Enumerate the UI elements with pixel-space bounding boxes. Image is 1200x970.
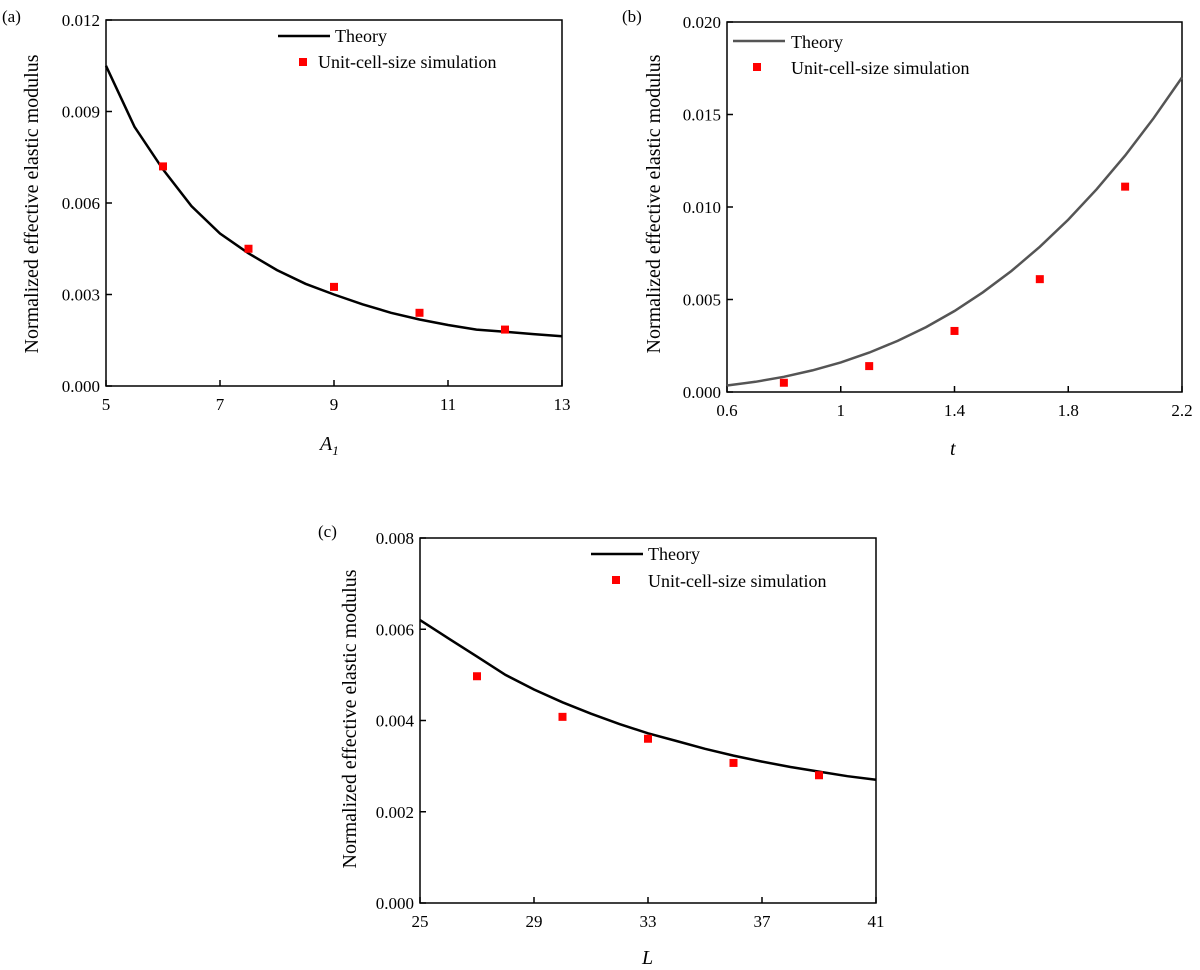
panel-b: (b) Normalized effective elastic modulus… xyxy=(622,7,1193,460)
xticks-c: 25 29 33 37 41 xyxy=(412,897,885,931)
theory-line-c xyxy=(419,619,877,782)
legend-line-label-a: Theory xyxy=(335,26,387,46)
simulation-point xyxy=(473,672,481,681)
simulation-point xyxy=(330,282,338,291)
x-tick-label: 13 xyxy=(554,395,571,414)
x-tick-label: 1.4 xyxy=(944,401,966,420)
y-tick-label: 0.000 xyxy=(683,383,721,402)
xlabel-a: A1 xyxy=(318,433,339,458)
theory-line-b xyxy=(726,76,1184,387)
y-tick-label: 0.015 xyxy=(683,106,721,125)
y-tick-label: 0.000 xyxy=(62,377,100,396)
xticks-b: 0.6 1 1.4 1.8 2.2 xyxy=(716,386,1193,420)
panel-label-a: (a) xyxy=(2,7,21,26)
panel-c: (c) Normalized effective elastic modulus… xyxy=(318,522,885,969)
x-tick-label: 0.6 xyxy=(716,401,737,420)
panel-a: (a) Normalized effective elastic modulus… xyxy=(2,7,571,458)
x-tick-label: 5 xyxy=(102,395,111,414)
y-tick-label: 0.005 xyxy=(683,291,721,310)
x-tick-label: 11 xyxy=(440,395,456,414)
legend-marker-label-c: Unit-cell-size simulation xyxy=(648,571,826,591)
legend-marker-a xyxy=(299,58,307,66)
legend-line-label-c: Theory xyxy=(648,544,700,564)
y-tick-label: 0.006 xyxy=(62,194,100,213)
y-tick-label: 0.008 xyxy=(376,529,414,548)
y-tick-label: 0.020 xyxy=(683,13,721,32)
ylabel-c: Normalized effective elastic modulus xyxy=(339,569,361,868)
x-tick-label: 29 xyxy=(526,912,543,931)
y-tick-label: 0.000 xyxy=(376,894,414,913)
ylabel-b: Normalized effective elastic modulus xyxy=(643,54,665,353)
x-tick-label: 37 xyxy=(754,912,772,931)
x-tick-label: 1.8 xyxy=(1058,401,1079,420)
y-tick-label: 0.006 xyxy=(376,620,414,639)
x-tick-label: 2.2 xyxy=(1171,401,1192,420)
simulation-points-b xyxy=(779,182,1130,387)
simulation-point xyxy=(244,244,253,253)
x-tick-label: 1 xyxy=(837,401,846,420)
y-tick-label: 0.010 xyxy=(683,198,721,217)
yticks-c: 0.000 0.002 0.004 0.006 0.008 xyxy=(376,529,426,913)
x-tick-label: 33 xyxy=(640,912,657,931)
simulation-points-c xyxy=(473,672,823,780)
simulation-point xyxy=(950,326,959,335)
y-tick-label: 0.012 xyxy=(62,11,100,30)
simulation-point xyxy=(415,308,424,317)
legend-marker-c xyxy=(612,576,620,584)
x-tick-label: 25 xyxy=(412,912,429,931)
xlabel-c: L xyxy=(641,947,653,969)
x-tick-label: 7 xyxy=(216,395,225,414)
simulation-point xyxy=(558,712,567,721)
plot-frame-c xyxy=(419,537,877,904)
legend-b: Theory Unit-cell-size simulation xyxy=(733,32,969,78)
xlabel-b: t xyxy=(950,438,956,460)
legend-marker-b xyxy=(753,63,761,71)
legend-marker-label-a: Unit-cell-size simulation xyxy=(318,52,496,72)
ylabel-a: Normalized effective elastic modulus xyxy=(21,54,43,353)
simulation-point xyxy=(779,378,788,387)
panel-label-b: (b) xyxy=(622,7,642,26)
simulation-point xyxy=(865,362,874,371)
y-tick-label: 0.002 xyxy=(376,803,414,822)
y-tick-label: 0.003 xyxy=(62,286,100,305)
simulation-point xyxy=(501,325,509,334)
x-tick-label: 9 xyxy=(330,395,339,414)
legend-line-label-b: Theory xyxy=(791,32,843,52)
legend-marker-label-b: Unit-cell-size simulation xyxy=(791,58,969,78)
x-tick-label: 41 xyxy=(868,912,885,931)
xticks-a: 5 7 9 11 13 xyxy=(102,380,571,414)
panel-label-c: (c) xyxy=(318,522,337,541)
legend-a: Theory Unit-cell-size simulation xyxy=(278,26,496,72)
yticks-a: 0.000 0.003 0.006 0.009 0.012 xyxy=(62,11,112,396)
legend-c: Theory Unit-cell-size simulation xyxy=(591,544,826,591)
y-tick-label: 0.004 xyxy=(376,712,415,731)
simulation-point xyxy=(815,771,823,780)
simulation-point xyxy=(1035,275,1044,284)
simulation-point xyxy=(729,758,738,767)
yticks-b: 0.000 0.005 0.010 0.015 0.020 xyxy=(683,13,733,402)
simulation-point xyxy=(159,162,167,171)
theory-line-a xyxy=(104,65,563,338)
simulation-point xyxy=(1121,182,1130,191)
y-tick-label: 0.009 xyxy=(62,103,100,122)
simulation-point xyxy=(644,734,652,743)
simulation-points-a xyxy=(159,162,509,334)
